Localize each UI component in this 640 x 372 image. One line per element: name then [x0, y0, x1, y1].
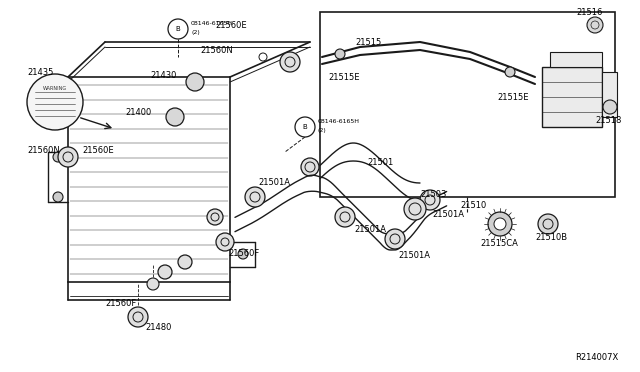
Circle shape	[245, 187, 265, 207]
Text: 21560E: 21560E	[215, 20, 246, 29]
Text: 21515E: 21515E	[328, 73, 360, 81]
Text: 21480: 21480	[145, 324, 172, 333]
Text: 21560N: 21560N	[27, 145, 60, 154]
Circle shape	[168, 19, 188, 39]
Bar	[550, 52, 602, 67]
Circle shape	[505, 67, 515, 77]
Text: 21518: 21518	[595, 115, 621, 125]
Text: WARNING: WARNING	[43, 86, 67, 90]
Text: 21501: 21501	[367, 157, 393, 167]
Text: R214007X: R214007X	[575, 353, 618, 362]
Text: 21400: 21400	[125, 108, 151, 116]
Circle shape	[494, 218, 506, 230]
Circle shape	[385, 229, 405, 249]
Text: (2): (2)	[318, 128, 327, 133]
Text: 08146-6165H: 08146-6165H	[318, 119, 360, 124]
Circle shape	[301, 158, 319, 176]
Text: 21430: 21430	[150, 71, 177, 80]
Circle shape	[158, 265, 172, 279]
Text: 21503: 21503	[420, 189, 446, 199]
Circle shape	[53, 152, 63, 162]
Bar	[542, 67, 602, 127]
Text: 21510: 21510	[460, 201, 486, 209]
Bar	[602, 72, 617, 117]
Circle shape	[27, 74, 83, 130]
Text: (2): (2)	[191, 30, 200, 35]
Circle shape	[538, 214, 558, 234]
Bar	[320, 12, 615, 197]
Text: 21435: 21435	[27, 67, 53, 77]
Circle shape	[280, 52, 300, 72]
Circle shape	[603, 100, 617, 114]
Text: 21501A: 21501A	[432, 209, 464, 218]
Circle shape	[186, 73, 204, 91]
Circle shape	[147, 278, 159, 290]
Circle shape	[335, 207, 355, 227]
Text: 21515: 21515	[355, 38, 381, 46]
Text: B: B	[175, 26, 180, 32]
Circle shape	[587, 17, 603, 33]
Text: 21515CA: 21515CA	[480, 240, 518, 248]
Text: 21516: 21516	[576, 7, 602, 16]
Circle shape	[420, 190, 440, 210]
Text: 21560F: 21560F	[228, 250, 259, 259]
Text: B: B	[303, 124, 307, 130]
Text: 21560E: 21560E	[82, 145, 114, 154]
Circle shape	[53, 192, 63, 202]
Circle shape	[488, 212, 512, 236]
Circle shape	[216, 233, 234, 251]
Circle shape	[335, 49, 345, 59]
Circle shape	[58, 147, 78, 167]
Circle shape	[404, 198, 426, 220]
Text: 21501A: 21501A	[258, 177, 290, 186]
Circle shape	[166, 108, 184, 126]
Text: 21560N: 21560N	[200, 45, 233, 55]
Text: 21560F: 21560F	[105, 299, 136, 308]
Text: 21510B: 21510B	[535, 232, 567, 241]
Circle shape	[178, 255, 192, 269]
Circle shape	[238, 249, 248, 259]
Circle shape	[128, 307, 148, 327]
Circle shape	[207, 209, 223, 225]
Text: 21501A: 21501A	[354, 224, 386, 234]
Text: 21501A: 21501A	[398, 250, 430, 260]
Text: 08146-6165H: 08146-6165H	[191, 21, 233, 26]
Text: 21515E: 21515E	[497, 93, 529, 102]
Circle shape	[295, 117, 315, 137]
